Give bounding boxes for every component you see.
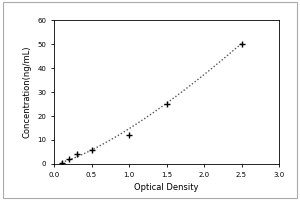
X-axis label: Optical Density: Optical Density <box>134 183 199 192</box>
Y-axis label: Concentration(ng/mL): Concentration(ng/mL) <box>23 46 32 138</box>
